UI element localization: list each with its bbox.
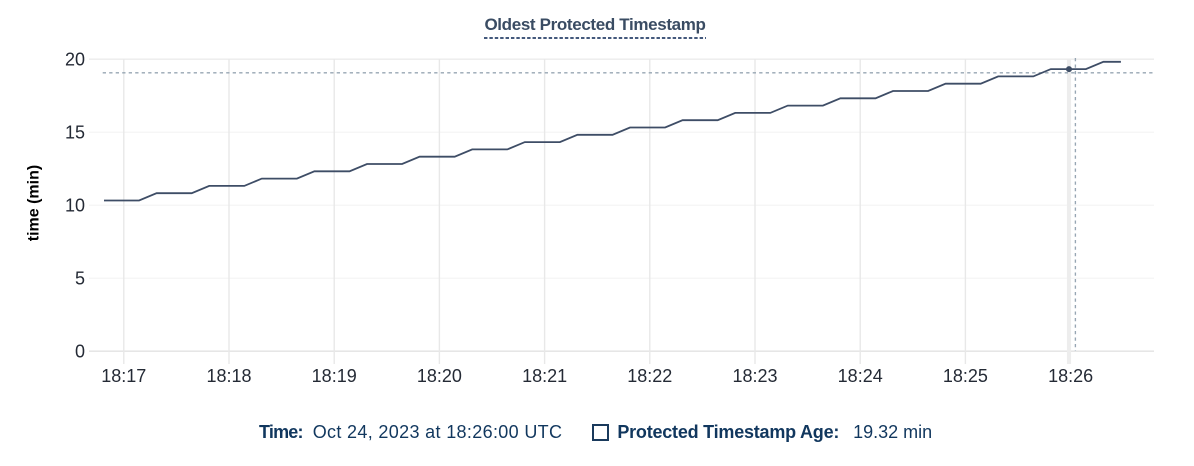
svg-text:18:18: 18:18 (206, 366, 251, 386)
svg-text:18:23: 18:23 (732, 366, 777, 386)
svg-text:20: 20 (65, 50, 85, 70)
svg-text:time (min): time (min) (26, 165, 43, 241)
svg-text:15: 15 (65, 123, 85, 143)
svg-text:18:19: 18:19 (312, 366, 357, 386)
svg-text:18:25: 18:25 (943, 366, 988, 386)
svg-text:10: 10 (65, 196, 85, 216)
svg-text:18:26: 18:26 (1048, 366, 1093, 386)
svg-text:5: 5 (75, 269, 85, 289)
svg-text:18:22: 18:22 (627, 366, 672, 386)
svg-text:18:17: 18:17 (101, 366, 146, 386)
svg-text:18:21: 18:21 (522, 366, 567, 386)
svg-text:0: 0 (75, 342, 85, 362)
svg-text:18:20: 18:20 (417, 366, 462, 386)
svg-text:18:24: 18:24 (838, 366, 883, 386)
